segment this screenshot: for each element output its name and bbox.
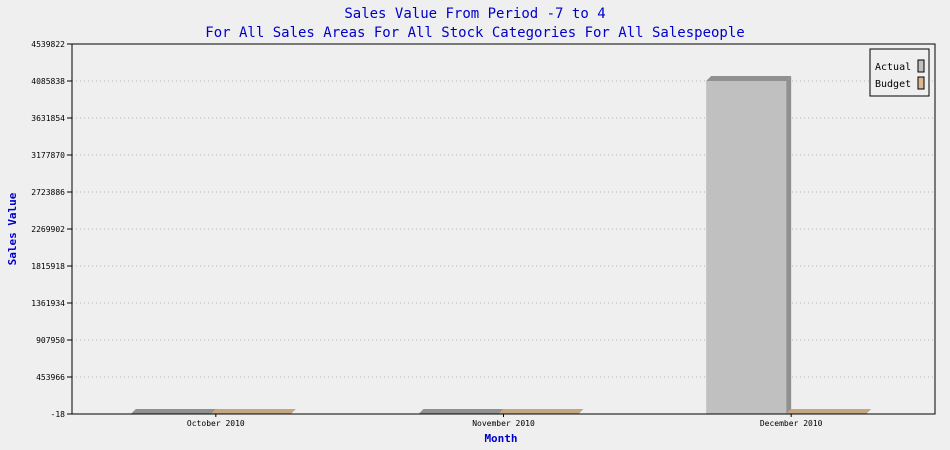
x-axis-ticks: October 2010 November 2010 December 2010: [187, 414, 823, 428]
bars: [130, 76, 872, 414]
y-tick-label: 2723886: [31, 188, 65, 197]
y-tick-label: 4085838: [31, 77, 65, 86]
y-tick-label: 1361934: [31, 299, 65, 308]
legend-item: Budget: [875, 76, 925, 90]
y-tick-label: 907950: [36, 336, 65, 345]
bar-actual: [130, 408, 216, 414]
legend-label: Budget: [875, 79, 911, 90]
bar-budget: [210, 408, 296, 414]
legend-swatch: [917, 76, 925, 90]
y-tick-label: 2269902: [31, 225, 65, 234]
bar-front: [706, 81, 787, 414]
chart-title: Sales Value From Period -7 to 4: [344, 6, 605, 22]
bar-top: [706, 76, 792, 81]
x-tick-label: November 2010: [472, 419, 535, 428]
y-tick-label: 1815918: [31, 262, 65, 271]
grid-lines: [72, 80, 935, 378]
legend-item: Actual: [875, 59, 925, 73]
bar-budget: [786, 408, 872, 414]
y-tick-label: -18: [51, 410, 66, 419]
x-axis-label: Month: [484, 432, 517, 445]
y-axis-ticks: -18 453966 907950 1361934 1815918 2269902 2723…: [31, 40, 72, 419]
y-axis-label: Sales Value: [6, 192, 19, 265]
bar-actual: [418, 408, 504, 414]
y-tick-label: 453966: [36, 373, 65, 382]
bar-budget: [498, 408, 584, 414]
y-tick-label: 3177870: [31, 151, 65, 160]
bar-actual: [706, 76, 792, 414]
bar-top: [130, 408, 216, 414]
y-tick-label: 4539822: [31, 40, 65, 49]
x-tick-label: October 2010: [187, 419, 245, 428]
legend-label: Actual: [875, 62, 911, 73]
bar-top: [786, 408, 872, 414]
chart-subtitle: For All Sales Areas For All Stock Catego…: [205, 25, 744, 41]
plot-frame: [71, 43, 936, 415]
bar-top: [210, 408, 296, 414]
legend: Actual Budget: [869, 48, 930, 97]
bar-side: [786, 76, 792, 414]
bar-top: [418, 408, 504, 414]
legend-swatch: [917, 59, 925, 73]
y-tick-label: 3631854: [31, 114, 65, 123]
bar-top: [498, 408, 584, 414]
x-tick-label: December 2010: [760, 419, 823, 428]
